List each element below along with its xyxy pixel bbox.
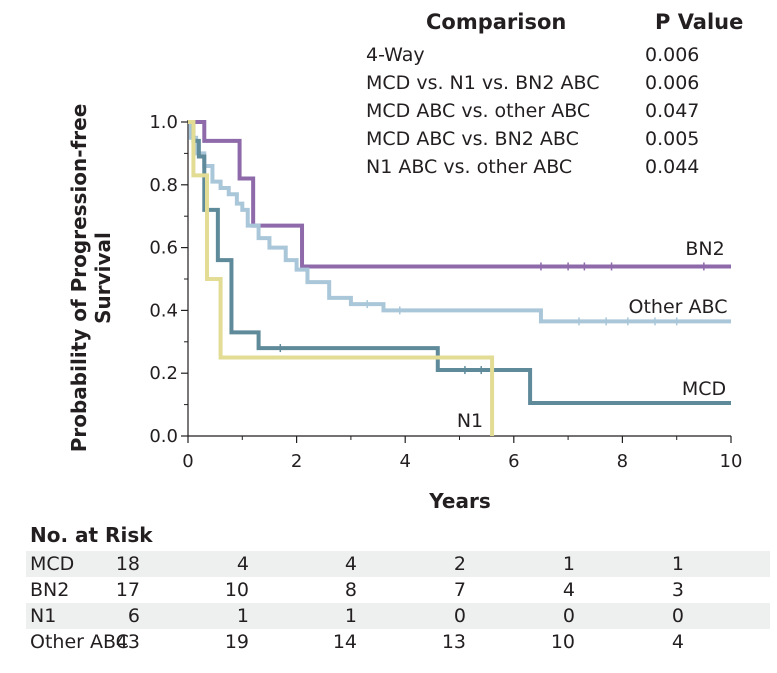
risk-cell: 17 [115,579,140,601]
km-curve-mcd [188,120,731,406]
series-label-n1: N1 [457,410,483,432]
comparison-label: MCD vs. N1 vs. BN2 ABC [366,72,600,94]
x-tick-label: 10 [720,451,743,472]
series-lines [188,120,731,436]
km-curve-bn2 [188,120,731,269]
risk-cell: 0 [562,605,575,627]
censor-marks [279,262,705,375]
y-axis-title-line: Probability of Progression-free [67,104,91,453]
comparison-label: MCD ABC vs. BN2 ABC [366,128,579,150]
risk-table-row: N1 6 1 1 0 0 0 [26,603,770,629]
x-axis-title: Years [428,489,490,513]
risk-cell: 1 [236,605,249,627]
risk-cell: 4 [344,553,357,575]
series-label-mcd: MCD [682,378,726,400]
y-tick-label: 1.0 [149,112,178,133]
comparison-label: MCD ABC vs. other ABC [366,100,591,122]
ticks: 0.0 0.2 0.4 0.6 0.8 1.0 0 2 4 6 8 10 [149,112,742,472]
risk-cell: 4 [562,579,575,601]
risk-cell: 0 [671,605,684,627]
risk-row-label: N1 [30,605,57,627]
risk-cell: 1 [562,553,575,575]
x-tick-label: 2 [291,451,302,472]
y-tick-label: 0.8 [149,175,178,196]
y-tick-label: 0.0 [149,426,178,447]
comparison-p-value: 0.005 [645,128,700,150]
risk-cell: 2 [453,553,466,575]
risk-cell: 10 [224,579,249,601]
risk-cell: 14 [332,631,357,653]
km-curve-other-abc [188,120,731,324]
comparison-p-value: 0.006 [645,44,700,66]
risk-table-row: Other ABC 43 19 14 13 10 4 [26,629,770,655]
series-label-other-abc: Other ABC [629,296,728,318]
risk-row-label: MCD [30,553,75,575]
risk-cell: 1 [344,605,357,627]
risk-cell: 10 [550,631,575,653]
risk-table-row: BN2 17 10 8 7 4 3 [26,577,770,603]
risk-table-title: No. at Risk [30,523,153,547]
axes [187,120,731,437]
risk-cell: 4 [236,553,249,575]
risk-cell: 1 [671,553,684,575]
risk-table-row: MCD 18 4 4 2 1 1 [26,551,770,577]
risk-row-label: Other ABC [30,631,129,653]
comparison-header: Comparison [426,10,567,34]
x-tick-label: 8 [617,451,628,472]
x-tick-label: 0 [182,451,193,472]
y-axis-title: Probability of Progression-freeSurvival [67,104,115,453]
x-tick-label: 6 [508,451,519,472]
risk-cell: 18 [115,553,140,575]
comparison-p-value: 0.006 [645,72,700,94]
series-label-bn2: BN2 [685,238,724,260]
risk-cell: 43 [115,631,140,653]
risk-cell: 3 [671,579,684,601]
risk-cell: 4 [671,631,684,653]
risk-cell: 19 [224,631,249,653]
risk-cell: 13 [441,631,466,653]
p-value-header: P Value [655,10,744,34]
comparison-p-value: 0.044 [645,156,700,178]
comparison-label: N1 ABC vs. other ABC [366,156,573,178]
y-axis-title-line: Survival [91,232,115,324]
comparison-p-value: 0.047 [645,100,700,122]
km-curve-n1 [188,120,495,436]
risk-cell: 7 [453,579,466,601]
x-tick-label: 4 [399,451,410,472]
risk-cell: 8 [344,579,357,601]
comparison-label: 4-Way [366,44,425,66]
risk-cell: 6 [127,605,140,627]
risk-row-label: BN2 [30,579,70,601]
risk-cell: 0 [453,605,466,627]
kaplan-meier-chart: 0.00.20.40.60.81.00 2 4 6 8 10 BN2 Other ABC … [67,104,742,513]
y-tick-label: 0.2 [149,363,178,384]
y-tick-label: 0.4 [149,300,178,321]
y-tick-label: 0.6 [149,238,178,259]
